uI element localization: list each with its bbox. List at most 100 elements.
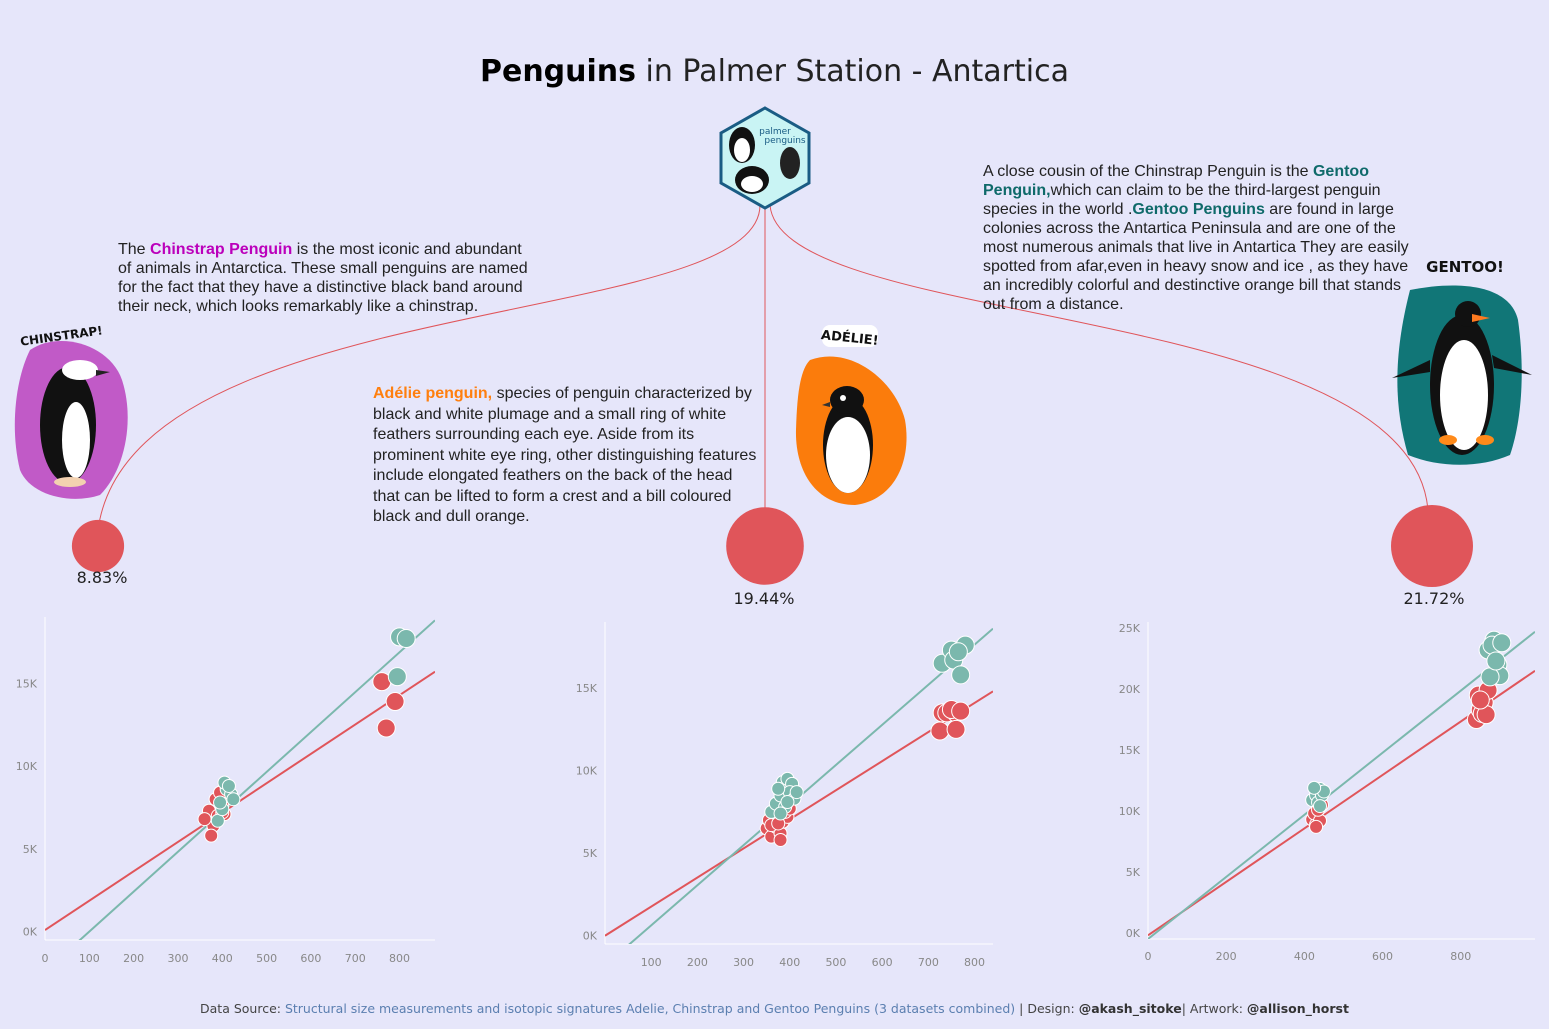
footer-designer: @akash_sitoke — [1078, 1001, 1182, 1016]
gentoo-desc-highlight-2: Gentoo Penguins — [1132, 201, 1265, 218]
chinstrap-desc-pre: The — [118, 241, 151, 258]
chinstrap-artwork: CHINSTRAP! — [14, 323, 128, 499]
x-tick-label: 200 — [123, 952, 144, 965]
adelie-desc-highlight: Adélie penguin, — [373, 385, 493, 402]
bubble-chinstrap — [71, 519, 125, 573]
footer-artist: @allison_horst — [1246, 1001, 1349, 1016]
scatter-point-teal — [210, 813, 225, 828]
scatter-point-teal — [221, 778, 236, 793]
scatter-point-red — [197, 812, 212, 827]
x-tick-label: 500 — [256, 952, 277, 965]
x-tick-label: 800 — [964, 956, 985, 969]
palmer-penguins-logo: palmer penguins — [719, 106, 811, 210]
scatter-point-red — [1470, 690, 1490, 710]
y-tick-label: 0K — [1126, 927, 1141, 940]
x-tick-label: 400 — [1294, 950, 1315, 963]
x-tick-label: 200 — [687, 956, 708, 969]
x-tick-label: 300 — [733, 956, 754, 969]
y-tick-label: 20K — [1119, 683, 1141, 696]
scatter-point-red — [376, 718, 396, 738]
x-tick-label: 100 — [79, 952, 100, 965]
scatter-point-red — [385, 691, 405, 711]
scatter-point-teal — [951, 665, 971, 685]
scatter-point-teal — [1307, 780, 1322, 795]
gentoo-artwork: GENTOO! — [1392, 258, 1532, 465]
scatter-point-teal — [948, 642, 968, 662]
trend-line-red — [605, 690, 993, 937]
footer: Data Source: Structural size measurement… — [0, 1001, 1549, 1016]
bubble-gentoo — [1391, 505, 1473, 587]
gentoo-desc-highlight-1: Gentoo Penguin, — [983, 163, 1369, 199]
connector-chinstrap — [97, 204, 761, 531]
y-tick-label: 15K — [16, 677, 38, 690]
pct-label-gentoo: 21.72% — [1403, 589, 1465, 608]
adelie-desc-post: species of penguin characterized by blac… — [373, 385, 757, 525]
y-tick-label: 10K — [1119, 805, 1141, 818]
y-tick-label: 10K — [16, 760, 38, 773]
trend-line-teal — [78, 619, 435, 940]
y-tick-label: 15K — [1119, 744, 1141, 757]
scatter-point-teal — [789, 785, 804, 800]
scatter-point-teal — [1486, 651, 1506, 671]
x-tick-label: 0 — [42, 952, 49, 965]
title-bold: Penguins — [479, 54, 637, 89]
scatter-point-red — [946, 719, 966, 739]
y-tick-label: 5K — [583, 847, 598, 860]
scatter-point-red — [951, 701, 971, 721]
scatter-chart-gentoo: 0 200 400 600 800 0K 5K 10K 15K 20K 25K — [1119, 622, 1535, 963]
x-tick-label: 0 — [1145, 950, 1152, 963]
y-tick-label: 25K — [1119, 622, 1141, 635]
y-tick-label: 5K — [1126, 866, 1141, 879]
x-tick-label: 700 — [345, 952, 366, 965]
gentoo-desc-post: are found in large colonies across the A… — [983, 201, 1409, 313]
data-source-link[interactable]: Structural size measurements and isotopi… — [284, 1001, 1016, 1016]
pct-label-adelie: 19.44% — [733, 589, 795, 608]
scatter-point-red — [204, 828, 219, 843]
gentoo-description: A close cousin of the Chinstrap Penguin … — [983, 162, 1423, 314]
x-tick-label: 100 — [641, 956, 662, 969]
adelie-art-label: ADÉLIE! — [820, 327, 879, 349]
x-tick-label: 200 — [1216, 950, 1237, 963]
logo-text-1: palmer — [759, 127, 791, 137]
x-tick-label: 400 — [212, 952, 233, 965]
x-tick-label: 800 — [1450, 950, 1471, 963]
scatter-chart-chinstrap: 0 100 200 300 400 500 600 700 800 0K 5K 10K 15K — [16, 617, 435, 965]
scatter-point-teal — [1313, 799, 1327, 814]
footer-design-label: | Design: — [1015, 1001, 1079, 1016]
y-tick-label: 0K — [583, 930, 598, 943]
x-tick-label: 600 — [1372, 950, 1393, 963]
page-title: Penguins in Palmer Station - Antartica — [0, 54, 1549, 89]
y-tick-label: 0K — [23, 926, 38, 939]
scatter-point-teal — [773, 806, 788, 821]
scatter-point-teal — [780, 794, 795, 809]
scatter-point-red — [1309, 819, 1324, 834]
pct-label-chinstrap: 8.83% — [76, 568, 128, 587]
gentoo-desc-pre: A close cousin of the Chinstrap Penguin … — [983, 163, 1313, 180]
y-tick-label: 10K — [576, 765, 598, 778]
gentoo-art-label: GENTOO! — [1426, 258, 1504, 276]
connector-svg: palmer penguins CHINSTRAP! ADÉLIE! GENTO… — [14, 106, 1532, 587]
adelie-artwork: ADÉLIE! — [795, 325, 907, 505]
chinstrap-desc-post: is the most iconic and abundant of anima… — [118, 241, 528, 315]
trend-line-teal — [1148, 630, 1535, 939]
logo-text-2: penguins — [764, 136, 806, 146]
scatter-point-teal — [396, 629, 416, 649]
title-rest: in Palmer Station - Antartica — [636, 54, 1069, 89]
scatter-point-teal — [771, 781, 786, 796]
footer-prefix: Data Source: — [200, 1001, 285, 1016]
x-tick-label: 600 — [872, 956, 893, 969]
x-tick-label: 700 — [918, 956, 939, 969]
scatter-point-teal — [387, 667, 407, 687]
bubble-layer — [71, 505, 1473, 587]
scatter-point-red — [930, 721, 950, 741]
adelie-description: Adélie penguin, species of penguin chara… — [373, 384, 763, 528]
scatter-point-teal — [1492, 633, 1512, 653]
bubble-adelie — [726, 507, 804, 585]
footer-artwork-label: | Artwork: — [1181, 1001, 1247, 1016]
y-tick-label: 15K — [576, 682, 598, 695]
scatter-point-teal — [213, 795, 228, 810]
scatter-point-red — [773, 832, 788, 847]
x-tick-label: 800 — [389, 952, 410, 965]
chinstrap-desc-highlight: Chinstrap Penguin — [150, 241, 293, 258]
scatter-point-teal — [1480, 667, 1500, 687]
